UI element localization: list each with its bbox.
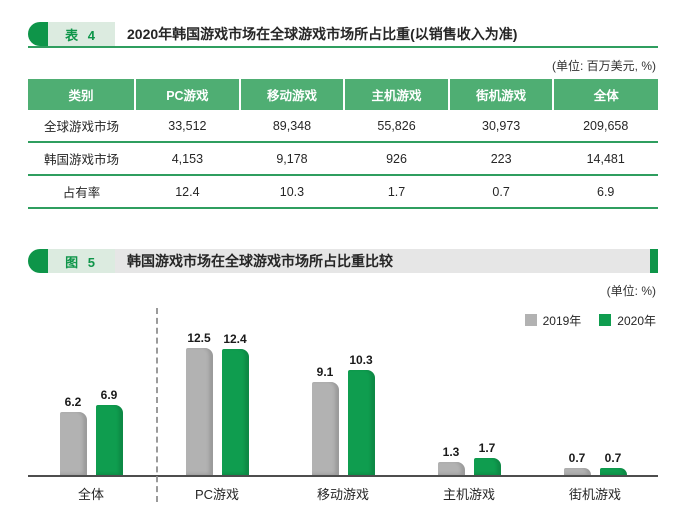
value-cell: 10.3 [239, 175, 345, 209]
column-header: PC游戏 [134, 79, 240, 110]
bar-value-label: 6.2 [64, 394, 82, 409]
bar-with-label: 9.1 [311, 365, 339, 475]
bar-2019年 [311, 382, 339, 475]
bar-2019年 [437, 461, 465, 475]
bar-2019年 [185, 347, 213, 475]
bar-2020年 [473, 457, 501, 475]
row-label-cell: 韩国游戏市场 [28, 142, 136, 176]
bar-value-label: 12.5 [187, 330, 211, 345]
value-cell: 55,826 [344, 110, 449, 143]
bar-2020年 [221, 348, 249, 475]
value-cell: 89,348 [239, 110, 345, 143]
table-section-header: 表 4 2020年韩国游戏市场在全球游戏市场所占比重(以销售收入为准) [28, 22, 658, 48]
group-divider-dashed-line [155, 308, 158, 502]
column-header: 主机游戏 [343, 79, 449, 110]
chart-category-axis: 全体 PC游戏 移动游戏 主机游戏 街机游戏 [28, 477, 658, 503]
legend-swatch [524, 314, 537, 326]
bar-with-label: 1.3 [437, 444, 465, 475]
chart-plot-area: 6.2 6.9 12.5 12.4 9.1 10.3 1.3 1.7 0.7 0.7 [28, 330, 658, 477]
figure-unit-label: (单位: %) [606, 284, 656, 298]
bar-with-label: 12.5 [185, 330, 213, 475]
bar-with-label: 12.4 [221, 331, 249, 475]
column-header: 移动游戏 [238, 79, 345, 110]
bar-with-label: 6.9 [95, 387, 123, 475]
bar-group: 0.7 0.7 [532, 332, 658, 475]
value-cell: 12.4 [135, 175, 240, 209]
figure-tag-badge: 图 5 [48, 249, 115, 273]
bar-value-label: 10.3 [349, 352, 373, 367]
legend-label: 2019年 [542, 313, 582, 328]
bar-with-label: 1.7 [473, 440, 501, 475]
category-label: 街机游戏 [568, 487, 621, 502]
table-body: 全球游戏市场 33,512 89,348 55,826 30,973 209,658 韩国游… [28, 110, 658, 209]
category-label: 主机游戏 [442, 487, 495, 502]
value-cell: 1.7 [344, 175, 449, 209]
value-cell: 0.7 [448, 175, 554, 209]
row-label-cell: 占有率 [28, 175, 136, 209]
bar-group: 12.5 12.4 [154, 330, 280, 475]
bar-2019年 [563, 467, 591, 475]
bar-value-label: 1.7 [478, 440, 496, 455]
value-cell: 33,512 [135, 110, 240, 143]
value-cell: 926 [344, 142, 449, 176]
figure-section-header: 图 5 韩国游戏市场在全球游戏市场所占比重比较 [28, 249, 658, 273]
green-accent-bar [650, 249, 658, 273]
bar-group: 6.2 6.9 [28, 332, 154, 475]
bar-2020年 [347, 369, 375, 475]
bar-value-label: 9.1 [316, 365, 334, 380]
bar-with-label: 0.7 [599, 450, 627, 475]
bar-2019年 [59, 411, 87, 475]
bar-with-label: 10.3 [347, 352, 375, 475]
column-header: 类别 [28, 79, 136, 110]
value-cell: 6.9 [553, 175, 658, 209]
chart-legend: 2019年 2020年 [28, 312, 656, 328]
column-header: 街机游戏 [447, 79, 554, 110]
bar-group: 9.1 10.3 [280, 332, 406, 475]
legend-item: 2019年 [524, 312, 582, 329]
bar-2020年 [95, 404, 123, 475]
category-label: PC游戏 [194, 487, 240, 502]
row-label-cell: 全球游戏市场 [28, 110, 136, 143]
table-header-row: 类别 PC游戏 移动游戏 主机游戏 街机游戏 全体 [28, 79, 658, 110]
bar-2020年 [599, 467, 627, 475]
legend-label: 2020年 [617, 313, 656, 328]
bar-value-label: 12.4 [223, 331, 247, 346]
green-cap-shape [28, 22, 48, 46]
legend-item: 2020年 [599, 312, 656, 329]
figure-title-bar: 韩国游戏市场在全球游戏市场所占比重比较 [115, 249, 650, 273]
value-cell: 14,481 [553, 142, 658, 176]
bar-chart: 6.2 6.9 12.5 12.4 9.1 10.3 1.3 1.7 0.7 0.7 全体 PC游戏… [28, 308, 658, 503]
value-cell: 209,658 [553, 110, 658, 143]
table-tag-badge: 表 4 [48, 22, 115, 46]
value-cell: 4,153 [135, 142, 240, 176]
market-share-table: 类别 PC游戏 移动游戏 主机游戏 街机游戏 全体 全球游戏市场 33,512 89,348 5… [28, 79, 658, 209]
bar-with-label: 0.7 [563, 450, 591, 475]
value-cell: 9,178 [239, 142, 345, 176]
category-label: 移动游戏 [316, 487, 369, 502]
bar-value-label: 0.7 [568, 450, 586, 465]
table-title: 2020年韩国游戏市场在全球游戏市场所占比重(以销售收入为准) [127, 26, 518, 42]
bar-value-label: 1.3 [442, 444, 460, 459]
value-cell: 223 [448, 142, 554, 176]
column-header: 全体 [552, 79, 658, 110]
bar-group: 1.3 1.7 [406, 332, 532, 475]
table-row: 占有率 12.4 10.3 1.7 0.7 6.9 [28, 175, 658, 209]
category-label: 全体 [77, 487, 104, 502]
value-cell: 30,973 [448, 110, 554, 143]
bar-value-label: 0.7 [604, 450, 622, 465]
bar-with-label: 6.2 [59, 394, 87, 475]
green-cap-shape [28, 249, 48, 273]
table-unit-label: (单位: 百万美元, %) [552, 59, 656, 73]
table-row: 全球游戏市场 33,512 89,348 55,826 30,973 209,658 [28, 110, 658, 143]
bar-value-label: 6.9 [100, 387, 118, 402]
legend-swatch [599, 314, 612, 326]
table-row: 韩国游戏市场 4,153 9,178 926 223 14,481 [28, 142, 658, 176]
figure-title: 韩国游戏市场在全球游戏市场所占比重比较 [127, 253, 393, 269]
